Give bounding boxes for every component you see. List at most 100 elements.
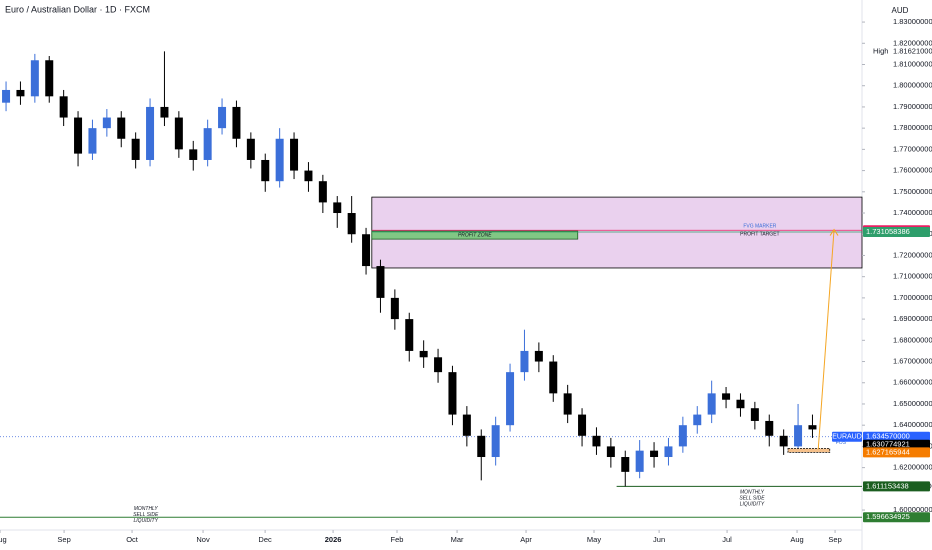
candle-body: [462, 414, 471, 436]
price-tag-value: 1.627165944: [866, 447, 910, 456]
candle-body: [693, 414, 702, 426]
candle-body: [405, 319, 414, 351]
price-tag: [863, 226, 930, 237]
candle-body: [376, 266, 385, 298]
candle-body: [635, 450, 644, 472]
symbol-tag: [832, 431, 862, 442]
candle-body: [189, 149, 198, 160]
candle-body: [491, 425, 500, 458]
candle-body: [506, 372, 515, 426]
price-tag-value: 1.630774921: [866, 440, 910, 449]
profit-zone-label: PROFIT ZONE: [458, 232, 492, 238]
price-tag-value: 1.596634925: [866, 512, 910, 521]
y-tick-label: 1.750000000: [893, 187, 932, 196]
y-tick-label: 1.710000000: [893, 272, 932, 281]
y-tick-label: 1.620000000: [893, 463, 932, 472]
candle-body: [174, 117, 183, 150]
y-tick-label: 1.740000000: [893, 208, 932, 217]
arrow-head: [829, 228, 839, 236]
fvg-marker-label: FVG MARKER: [743, 224, 776, 230]
liquidity-label-line: MONTHLY: [134, 507, 159, 513]
candle-body: [246, 138, 255, 160]
price-tag: [863, 439, 930, 450]
y-tick-label: 1.760000000: [893, 166, 932, 175]
x-tick-label: Dec: [258, 535, 272, 544]
y-tick-label: 1.640000000: [893, 420, 932, 429]
candle-body: [30, 60, 39, 97]
candle-body: [621, 457, 630, 472]
y-tick-label: 1.700000000: [893, 293, 932, 302]
x-tick-label: Mar: [451, 535, 464, 544]
fos-box: [787, 448, 831, 453]
candle-body: [448, 372, 457, 415]
y-tick-label: 1.830000000: [893, 17, 932, 26]
price-tag: [863, 447, 930, 458]
candle-body: [650, 450, 659, 458]
price-tag-value: 1.731058386: [866, 227, 910, 236]
y-tick-label: 1.790000000: [893, 102, 932, 111]
chart-title: Euro / Australian Dollar · 1D · FXCM: [5, 4, 150, 14]
candle-body: [347, 213, 356, 235]
candle-body: [74, 117, 83, 154]
extreme-value: 1.816210000: [893, 46, 932, 55]
x-tick-label: Aug: [0, 535, 7, 544]
candle-body: [203, 128, 212, 160]
y-tick-label: 1.660000000: [893, 378, 932, 387]
candle-body: [707, 393, 716, 415]
y-tick-label: 1.800000000: [893, 81, 932, 90]
candle-body: [520, 350, 529, 373]
y-tick-label: 1.720000000: [893, 250, 932, 259]
x-tick-label: Feb: [391, 535, 404, 544]
x-tick-label: Jul: [722, 535, 732, 544]
price-tag: [863, 431, 930, 442]
candle-body: [664, 446, 673, 458]
x-tick-label: Jun: [653, 535, 665, 544]
candle-body: [59, 96, 68, 118]
candle-body: [808, 425, 817, 430]
y-tick-label: 1.810000000: [893, 59, 932, 68]
y-tick-label: 1.600000000: [893, 505, 932, 514]
liquidity-label-line: SELL SIDE: [133, 513, 159, 519]
candle-body: [16, 89, 25, 97]
candle-body: [117, 117, 126, 139]
symbol-tag-label: EURAUD: [832, 434, 862, 441]
x-tick-label: Oct: [126, 535, 139, 544]
candle-body: [45, 60, 54, 97]
candle-body: [592, 435, 601, 447]
candle-body: [146, 106, 155, 160]
candle-body: [88, 128, 97, 154]
liquidity-label: MONTHLY SELL SIDE LIQUIDITY: [739, 490, 765, 508]
price-tag: [863, 481, 930, 492]
liquidity-label-line: LIQUIDITY: [740, 502, 765, 508]
fos-label: FOS: [836, 440, 847, 446]
y-tick-label: 1.780000000: [893, 123, 932, 132]
liquidity-label-line: SELL SIDE: [739, 496, 765, 502]
candle-body: [722, 393, 731, 400]
candle-body: [362, 234, 371, 267]
candle-body: [261, 159, 270, 182]
y-tick-label: 1.820000000: [893, 38, 932, 47]
candle-body: [232, 106, 241, 139]
candle-body: [131, 138, 140, 160]
currency[interactable]: AUD: [892, 6, 909, 15]
liquidity-label-line: LIQUIDITY: [134, 519, 159, 525]
x-tick-label: Sep: [828, 535, 841, 544]
candle-body: [779, 435, 788, 447]
candle-body: [333, 202, 342, 214]
y-tick-label: 1.770000000: [893, 144, 932, 153]
candle-body: [765, 420, 774, 436]
extreme-tag-bg: [864, 46, 932, 57]
candle-body: [218, 106, 227, 129]
liquidity-label: MONTHLY SELL SIDE LIQUIDITY: [133, 507, 159, 525]
candle-body: [678, 425, 687, 447]
candle-body: [419, 350, 428, 358]
x-tick-label: 2026: [325, 535, 342, 544]
candle-body: [434, 357, 443, 373]
candle-body: [304, 170, 313, 182]
candle-body: [318, 181, 327, 203]
profit-zone: [371, 230, 579, 240]
candle-body: [477, 435, 486, 458]
candle-body: [549, 361, 558, 394]
candle-body: [2, 89, 11, 103]
